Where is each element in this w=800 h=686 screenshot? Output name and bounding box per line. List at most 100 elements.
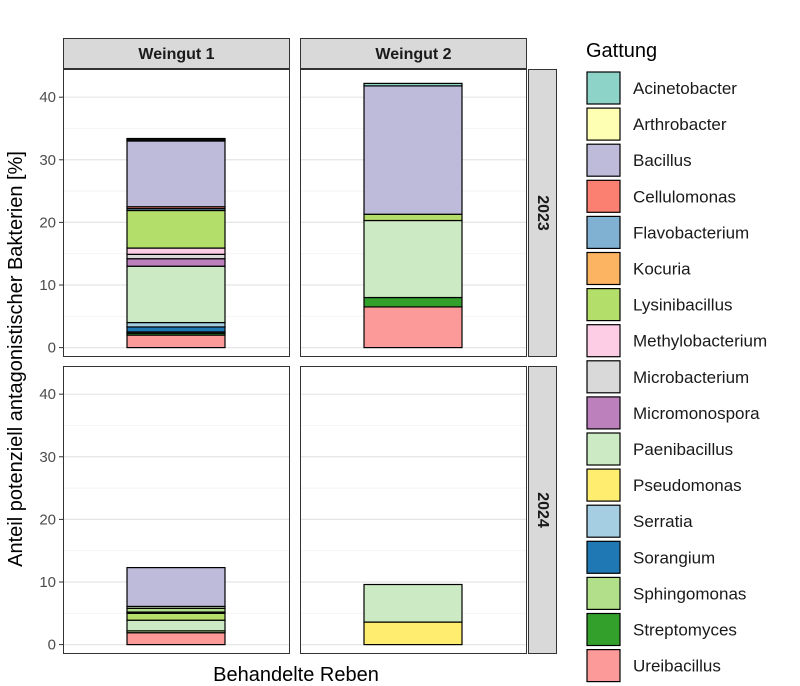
y-tick-label: 10	[39, 574, 56, 591]
legend-key-methylobacterium	[586, 324, 621, 358]
panel-border	[63, 366, 290, 654]
legend-item: Kocuria	[586, 251, 691, 286]
legend-item: Ureibacillus	[586, 648, 721, 683]
legend-item: Paenibacillus	[586, 432, 733, 466]
column-strip: Weingut 2	[300, 38, 527, 69]
legend-key-micromonospora	[586, 396, 621, 430]
bar-segment-bacillus	[126, 566, 226, 608]
legend-item: Pseudomonas	[586, 468, 742, 502]
legend-key-microbacterium	[586, 360, 621, 394]
legend-label: Flavobacterium	[633, 223, 749, 242]
bar-segment-paenibacillus	[126, 265, 226, 324]
legend-label: Kocuria	[633, 260, 691, 279]
legend-label: Sphingomonas	[633, 584, 746, 603]
panel-border	[300, 366, 527, 654]
legend-label: Bacillus	[633, 151, 692, 170]
bar-segment-micromonospora	[126, 258, 226, 267]
legend-item: Microbacterium	[586, 360, 749, 394]
legend-label: Lysinibacillus	[633, 296, 733, 315]
legend-key-flavobacterium	[586, 215, 621, 249]
column-strip-label: Weingut 2	[375, 46, 451, 63]
legend-label: Paenibacillus	[633, 440, 733, 459]
legend-key-paenibacillus	[586, 432, 621, 466]
column-strip-bg	[300, 38, 527, 69]
facet-panel	[300, 366, 527, 654]
bar-segment-sorangium	[126, 326, 226, 333]
bar-segment-bacillus	[363, 85, 463, 215]
legend-key-ureibacillus	[586, 648, 621, 683]
legend-label: Acinetobacter	[633, 79, 737, 98]
legend-label: Methylobacterium	[633, 332, 767, 351]
y-tick-label: 30	[39, 449, 56, 466]
y-tick-label: 0	[48, 340, 56, 357]
stacked-bar	[126, 137, 226, 349]
y-tick-label: 20	[39, 214, 56, 231]
legend-label: Sorangium	[633, 548, 715, 567]
legend-key-serratia	[586, 504, 621, 538]
legend-item: Streptomyces	[586, 612, 737, 647]
y-tick-label: 40	[39, 89, 56, 106]
bar-segment-streptomyces	[363, 296, 463, 308]
legend-key-streptomyces	[586, 612, 621, 647]
stacked-bar	[126, 566, 226, 646]
bar-segment-acinetobacter	[126, 137, 226, 141]
bar-segment-paenibacillus	[363, 219, 463, 299]
legend-label: Streptomyces	[633, 621, 737, 640]
bar-segment-paenibacillus	[126, 619, 226, 632]
legend-key-cellulomonas	[586, 179, 621, 213]
stacked-bar	[363, 82, 463, 349]
row-strip: 2024	[528, 366, 557, 654]
column-strip-label: Weingut 1	[138, 46, 214, 63]
row-strip-label: 2023	[534, 195, 551, 231]
stacked-bar	[363, 583, 463, 646]
legend-item: Bacillus	[586, 143, 692, 177]
legend-item: Sphingomonas	[586, 576, 746, 611]
bar-segment-methylobacterium	[126, 247, 226, 255]
y-tick-label: 0	[48, 637, 56, 654]
bar-segment-ureibacillus	[126, 632, 226, 646]
legend-label: Ureibacillus	[633, 657, 721, 676]
legend-item: Micromonospora	[586, 396, 760, 430]
bar-segment-ureibacillus	[363, 306, 463, 349]
legend-key-arthrobacter	[586, 107, 621, 141]
panel-border	[300, 69, 527, 357]
panel-border	[63, 69, 290, 357]
legend-label: Arthrobacter	[633, 115, 727, 134]
legend-label: Pseudomonas	[633, 476, 742, 495]
legend-item: Acinetobacter	[586, 71, 737, 105]
bar-segment-bacillus	[126, 140, 226, 208]
bar-segment-acinetobacter	[363, 82, 463, 87]
x-axis-title: Behandelte Reben	[213, 664, 379, 686]
legend-item: Serratia	[586, 504, 693, 538]
legend-label: Serratia	[633, 512, 693, 531]
legend-item: Methylobacterium	[586, 324, 767, 358]
legend-item: Flavobacterium	[586, 215, 749, 249]
legend-label: Cellulomonas	[633, 187, 736, 206]
row-strip: 2023	[528, 69, 557, 357]
legend-title: Gattung	[586, 40, 657, 62]
legend-key-sorangium	[586, 540, 621, 574]
bar-segment-paenibacillus	[363, 583, 463, 623]
column-strip-bg	[63, 38, 290, 69]
legend-label: Micromonospora	[633, 404, 760, 423]
legend-item: Lysinibacillus	[586, 288, 733, 322]
y-tick-label: 40	[39, 386, 56, 403]
bar-segment-ureibacillus	[126, 334, 226, 349]
legend-item: Sorangium	[586, 540, 715, 574]
bar-segment-serratia	[126, 321, 226, 328]
y-tick-label: 20	[39, 511, 56, 528]
legend-key-pseudomonas	[586, 468, 621, 502]
bar-segment-lysinibacillus	[363, 213, 463, 222]
y-tick-label: 10	[39, 277, 56, 294]
legend-key-lysinibacillus	[586, 288, 621, 322]
legend-key-bacillus	[586, 143, 621, 177]
y-axis-title: Anteil potenziell antagonistischer Bakte…	[5, 151, 27, 567]
legend: Gattung Acinetobacter Arthrobacter Bacillus…	[586, 40, 767, 683]
row-strip-label: 2024	[534, 492, 551, 528]
bar-segment-microbacterium	[126, 253, 226, 260]
row-strip-bg	[528, 366, 557, 654]
legend-item: Cellulomonas	[586, 179, 736, 213]
y-tick-label: 30	[39, 152, 56, 169]
legend-key-acinetobacter	[586, 71, 621, 105]
